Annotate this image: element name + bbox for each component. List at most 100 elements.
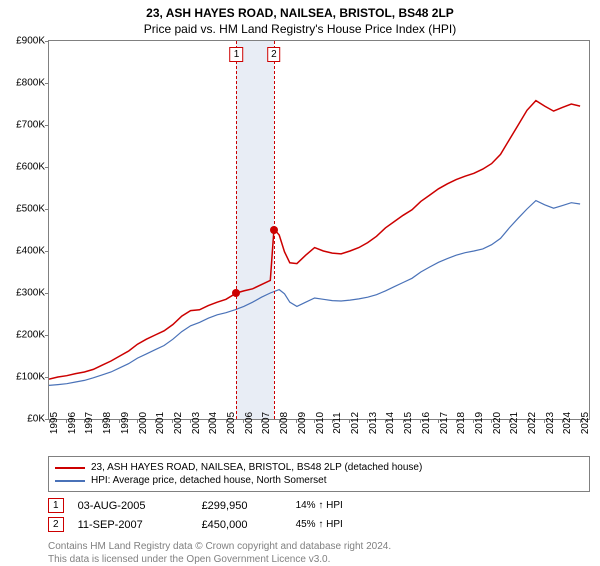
y-axis-label: £600K [16, 162, 45, 173]
event-date: 03-AUG-2005 [78, 500, 188, 512]
chart-title: 23, ASH HAYES ROAD, NAILSEA, BRISTOL, BS… [0, 0, 600, 20]
x-tick [420, 419, 421, 423]
x-axis-label: 2018 [456, 412, 467, 434]
x-axis-label: 2025 [580, 412, 591, 434]
x-tick [332, 419, 333, 423]
x-tick [66, 419, 67, 423]
y-axis-label: £200K [16, 330, 45, 341]
x-tick [279, 419, 280, 423]
x-axis-label: 2024 [562, 412, 573, 434]
chart-area: £0K£100K£200K£300K£400K£500K£600K£700K£8… [48, 40, 590, 420]
x-tick [155, 419, 156, 423]
y-axis-label: £800K [16, 78, 45, 89]
event-vline [236, 41, 237, 419]
y-axis-label: £500K [16, 204, 45, 215]
x-axis-label: 1995 [49, 412, 60, 434]
legend-label: 23, ASH HAYES ROAD, NAILSEA, BRISTOL, BS… [91, 462, 422, 473]
events-table: 103-AUG-2005£299,95014% ↑ HPI211-SEP-200… [48, 496, 590, 534]
x-tick [296, 419, 297, 423]
y-axis-label: £0K [27, 414, 45, 425]
x-tick [456, 419, 457, 423]
y-tick [45, 251, 49, 252]
y-axis-label: £100K [16, 372, 45, 383]
y-tick [45, 125, 49, 126]
x-tick [349, 419, 350, 423]
event-row: 103-AUG-2005£299,95014% ↑ HPI [48, 496, 590, 515]
x-axis-label: 2013 [368, 412, 379, 434]
x-axis-label: 2000 [138, 412, 149, 434]
y-tick [45, 41, 49, 42]
x-axis-label: 2023 [545, 412, 556, 434]
y-tick [45, 167, 49, 168]
event-number: 2 [48, 517, 64, 532]
x-tick [119, 419, 120, 423]
legend-item: 23, ASH HAYES ROAD, NAILSEA, BRISTOL, BS… [55, 461, 583, 474]
x-axis-label: 2006 [244, 412, 255, 434]
x-axis-label: 2005 [226, 412, 237, 434]
legend-label: HPI: Average price, detached house, Nort… [91, 475, 327, 486]
x-tick [84, 419, 85, 423]
x-tick [243, 419, 244, 423]
event-date: 11-SEP-2007 [78, 519, 188, 531]
x-axis-label: 1998 [102, 412, 113, 434]
x-tick [314, 419, 315, 423]
x-tick [562, 419, 563, 423]
x-axis-label: 2008 [279, 412, 290, 434]
y-tick [45, 335, 49, 336]
x-tick [102, 419, 103, 423]
x-tick [208, 419, 209, 423]
x-axis-label: 2009 [297, 412, 308, 434]
x-axis-label: 2017 [439, 412, 450, 434]
x-tick [491, 419, 492, 423]
x-axis-label: 2022 [527, 412, 538, 434]
y-axis-label: £400K [16, 246, 45, 257]
sale-dot [232, 289, 240, 297]
x-axis-label: 2004 [208, 412, 219, 434]
series-line [49, 201, 580, 386]
x-axis-label: 2019 [474, 412, 485, 434]
y-axis-label: £700K [16, 120, 45, 131]
series-line [49, 101, 580, 380]
event-number: 1 [48, 498, 64, 513]
x-tick [509, 419, 510, 423]
x-axis-label: 2021 [509, 412, 520, 434]
x-tick [261, 419, 262, 423]
x-tick [403, 419, 404, 423]
x-tick [226, 419, 227, 423]
footer-line-1: Contains HM Land Registry data © Crown c… [48, 540, 590, 553]
footer-attribution: Contains HM Land Registry data © Crown c… [48, 540, 590, 566]
x-tick [367, 419, 368, 423]
y-axis-label: £900K [16, 36, 45, 47]
y-tick [45, 293, 49, 294]
event-price: £450,000 [202, 519, 282, 531]
x-axis-label: 2007 [261, 412, 272, 434]
x-axis-label: 2014 [385, 412, 396, 434]
x-tick [527, 419, 528, 423]
legend-box: 23, ASH HAYES ROAD, NAILSEA, BRISTOL, BS… [48, 456, 590, 492]
event-row: 2 11-SEP-2007 £450,000 45% ↑ HPI [48, 515, 590, 534]
x-axis-label: 1996 [67, 412, 78, 434]
x-axis-label: 2011 [332, 412, 343, 434]
x-axis-label: 2002 [173, 412, 184, 434]
x-axis-label: 2010 [315, 412, 326, 434]
y-tick [45, 83, 49, 84]
event-pct: 14% ↑ HPI [296, 500, 343, 511]
x-axis-label: 2016 [421, 412, 432, 434]
x-axis-label: 1997 [84, 412, 95, 434]
x-tick [385, 419, 386, 423]
x-axis-label: 2012 [350, 412, 361, 434]
event-pct: 45% ↑ HPI [296, 519, 343, 530]
event-marker: 2 [267, 47, 281, 62]
legend-swatch [55, 467, 85, 469]
chart-subtitle: Price paid vs. HM Land Registry's House … [0, 20, 600, 40]
event-marker: 1 [230, 47, 244, 62]
y-axis-label: £300K [16, 288, 45, 299]
x-axis-label: 2015 [403, 412, 414, 434]
x-axis-label: 2001 [155, 412, 166, 434]
x-tick [473, 419, 474, 423]
legend-swatch [55, 480, 85, 482]
sale-dot [270, 226, 278, 234]
chart-svg [49, 41, 589, 419]
x-tick [49, 419, 50, 423]
legend-item: HPI: Average price, detached house, Nort… [55, 474, 583, 487]
